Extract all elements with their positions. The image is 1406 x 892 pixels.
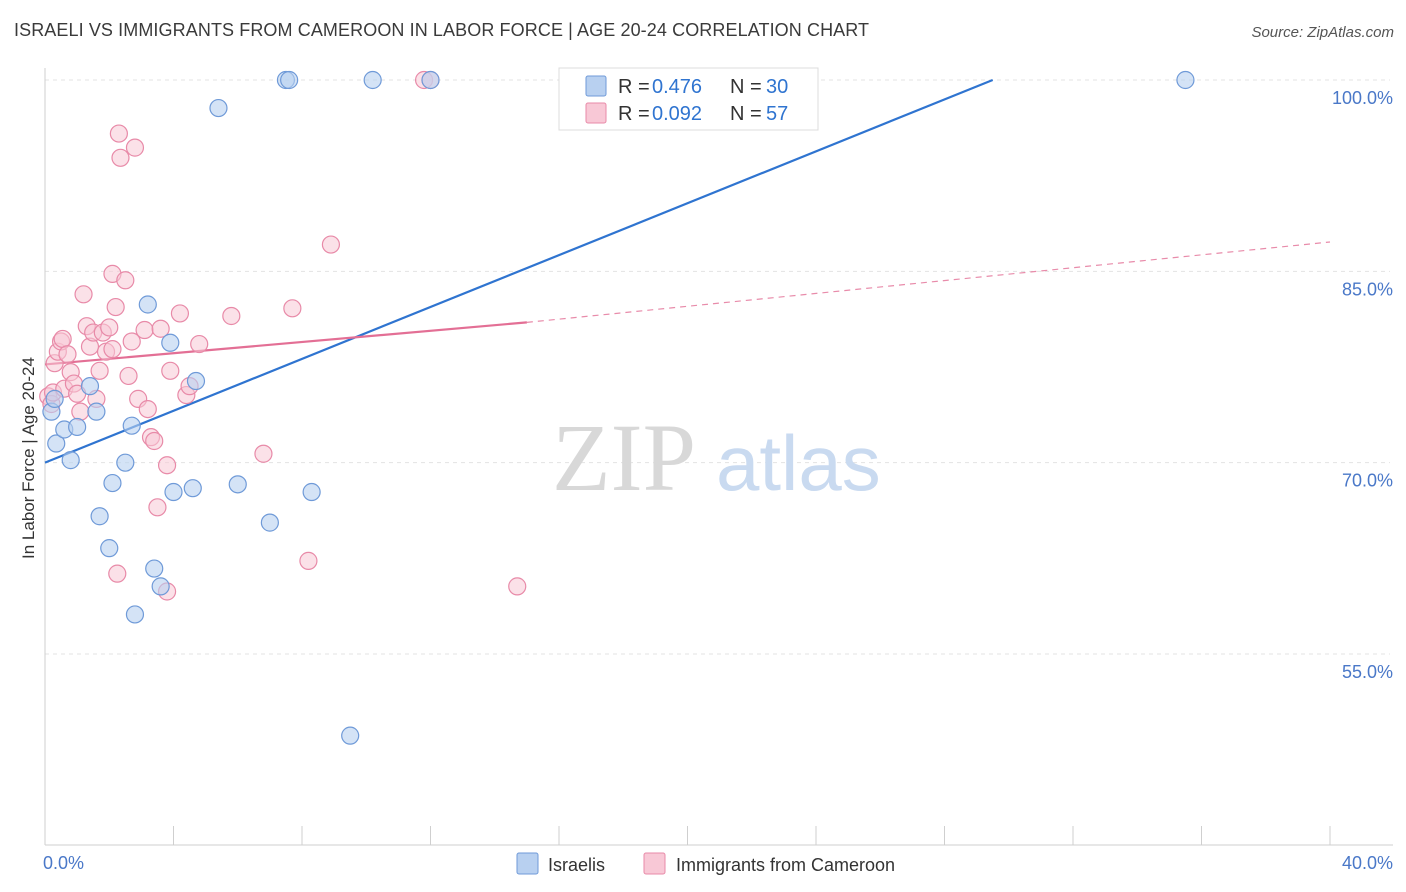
watermark-zip: ZIP xyxy=(552,404,696,511)
israelis-point xyxy=(61,451,80,470)
israelis-n-value: 30 xyxy=(766,76,788,98)
israelis-point xyxy=(164,482,183,502)
cameroon-point xyxy=(190,334,209,354)
cameroon-legend-swatch xyxy=(585,102,607,124)
israelis-series-swatch xyxy=(516,852,539,875)
cameroon-trend-line xyxy=(44,321,527,366)
israelis-points xyxy=(42,70,1195,745)
cameroon-point xyxy=(321,235,341,254)
y-tick-label: 85.0% xyxy=(1342,279,1393,299)
cameroon-point xyxy=(254,444,273,463)
cameroon-r-value: 0.092 xyxy=(652,103,702,125)
cameroon-point xyxy=(111,148,130,167)
cameroon-series-swatch xyxy=(643,852,666,875)
cameroon-point xyxy=(125,138,145,157)
y-tick-label: 70.0% xyxy=(1342,471,1393,491)
series-legend: Israelis Immigrants from Cameroon xyxy=(516,852,895,875)
y-tick-label: 55.0% xyxy=(1342,662,1393,682)
israelis-point xyxy=(87,402,106,421)
cameroon-point xyxy=(103,340,122,359)
cameroon-point xyxy=(283,299,302,318)
israelis-point xyxy=(122,416,141,435)
cameroon-point xyxy=(508,577,527,596)
israelis-point xyxy=(103,473,122,493)
cameroon-point xyxy=(299,551,318,570)
cameroon-point xyxy=(170,304,190,323)
israelis-point xyxy=(45,389,64,408)
cameroon-point xyxy=(222,306,241,326)
israelis-r-value: 0.476 xyxy=(652,76,702,98)
israelis-point xyxy=(260,513,279,532)
cameroon-point xyxy=(106,297,125,317)
israelis-point xyxy=(341,726,360,745)
israelis-point xyxy=(1176,70,1195,90)
tick-labels: 55.0% 70.0% 85.0% 100.0% 0.0% 40.0% xyxy=(43,88,1393,873)
cameroon-n-value: 57 xyxy=(766,103,788,125)
israelis-point xyxy=(209,98,228,118)
cameroon-point xyxy=(157,456,177,475)
israelis-point xyxy=(302,482,321,502)
stats-legend: R = 0.476 N = 30 R = 0.092 N = 57 xyxy=(558,67,819,131)
cameroon-point xyxy=(53,329,72,349)
israelis-series-label: Israelis xyxy=(548,855,605,875)
israelis-trend-line xyxy=(44,78,994,464)
cameroon-series-label: Immigrants from Cameroon xyxy=(676,855,895,875)
x-tick-label: 0.0% xyxy=(43,853,84,873)
israelis-point xyxy=(183,479,202,498)
x-tick-label: 40.0% xyxy=(1342,853,1393,873)
cameroon-trend-extension xyxy=(526,241,1331,323)
cameroon-point xyxy=(90,361,109,380)
israelis-point xyxy=(228,475,247,494)
cameroon-point xyxy=(116,271,135,290)
israelis-r-label: R = xyxy=(618,76,650,98)
israelis-point xyxy=(80,377,100,396)
israelis-point xyxy=(280,70,299,90)
cameroon-point xyxy=(135,320,154,340)
cameroon-points xyxy=(39,70,527,601)
israelis-point xyxy=(186,371,206,391)
cameroon-point xyxy=(148,498,167,517)
cameroon-point xyxy=(109,124,128,143)
cameroon-point xyxy=(71,402,90,421)
israelis-point xyxy=(145,559,164,578)
israelis-point xyxy=(363,70,382,90)
grid-lines xyxy=(45,79,1390,655)
cameroon-point xyxy=(138,399,157,419)
cameroon-point xyxy=(122,332,141,351)
cameroon-point xyxy=(151,319,170,338)
cameroon-point xyxy=(58,345,77,364)
israelis-point xyxy=(138,295,157,314)
cameroon-r-label: R = xyxy=(618,103,650,125)
israelis-point xyxy=(47,434,66,453)
cameroon-point xyxy=(100,318,119,337)
cameroon-point xyxy=(108,564,127,583)
watermark-atlas: atlas xyxy=(716,419,881,507)
israelis-point xyxy=(100,539,119,558)
cameroon-point xyxy=(145,431,164,451)
cameroon-point xyxy=(161,361,180,380)
israelis-point xyxy=(116,453,135,472)
israelis-legend-swatch xyxy=(585,75,607,97)
cameroon-point xyxy=(74,285,93,304)
cameroon-n-label: N = xyxy=(730,103,762,125)
israelis-point xyxy=(90,507,109,526)
axes xyxy=(44,68,1393,846)
cameroon-point xyxy=(119,366,138,386)
trend-lines xyxy=(44,78,1331,464)
israelis-point xyxy=(68,417,87,437)
israelis-n-label: N = xyxy=(730,76,762,98)
israelis-point xyxy=(161,333,180,352)
source-label: Source: ZipAtlas.com xyxy=(1251,24,1394,41)
israelis-point xyxy=(125,605,145,624)
chart-title: ISRAELI VS IMMIGRANTS FROM CAMEROON IN L… xyxy=(14,20,870,40)
israelis-point xyxy=(151,577,170,596)
watermark: ZIP atlas xyxy=(552,404,881,511)
y-tick-label: 100.0% xyxy=(1332,88,1393,108)
israelis-point xyxy=(421,70,440,90)
y-axis-label: In Labor Force | Age 20-24 xyxy=(19,357,38,559)
